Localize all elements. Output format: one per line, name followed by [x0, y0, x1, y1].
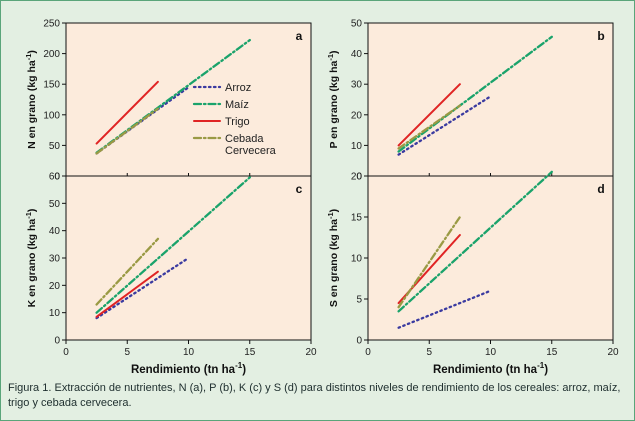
legend: Arroz Maíz Trigo Cebada Cervecera [192, 82, 277, 157]
x-tick-label-d: 20 [607, 347, 619, 358]
series-line-maiz-b [397, 35, 553, 153]
y-tick-label-d: 20 [351, 172, 363, 183]
y-tick-label-c: 0 [54, 336, 60, 347]
y-axis-label-d: S en grano (kg ha-1) [326, 209, 340, 307]
series-line-maiz-c [95, 176, 251, 314]
y-axis-label-a: N en grano (kg ha-1) [24, 50, 38, 149]
x-tick-label-c: 10 [183, 347, 195, 358]
y-axis-label-close: ) [26, 50, 38, 54]
y-tick-label-c: 20 [49, 281, 61, 292]
legend-label-line: Trigo [225, 116, 250, 128]
y-tick-label-c: 40 [49, 226, 61, 237]
y-axis-label-text: S en grano (kg ha [328, 219, 340, 307]
x-axis-label-sup: -1 [537, 361, 545, 370]
panel-a: 0 50 100 150 200 250 N en grano (kg ha-1) a [24, 19, 312, 183]
y-tick-label-a: 200 [43, 49, 60, 60]
series-line-cebada-cervecera-d [397, 215, 462, 309]
y-axis-label-close: ) [26, 209, 38, 213]
y-tick-label-d: 5 [356, 295, 362, 306]
y-tick-label-b: 50 [351, 19, 363, 30]
y-axis-label-text: P en grano (kg ha [328, 60, 340, 148]
y-tick-label-d: 15 [351, 213, 363, 224]
caption-text: Extracción de nutrientes, N (a), P (b), … [8, 382, 621, 409]
y-axis-label-sup: -1 [24, 54, 33, 61]
y-axis-label-text: N en grano (kg ha [26, 60, 38, 149]
legend-label: Trigo [225, 116, 250, 128]
y-tick-label-a: 50 [49, 141, 61, 152]
series-line-arroz-d [397, 289, 492, 329]
y-tick-label-a: 100 [43, 110, 60, 121]
series-line-trigo-a [95, 80, 159, 145]
y-tick-label-a: 250 [43, 19, 60, 30]
legend-label: Arroz [225, 82, 251, 94]
x-axis-label-text: Rendimiento (tn ha [131, 364, 236, 376]
series-line-cebada-cervecera-a [95, 107, 160, 155]
panel-letter-d: d [597, 182, 604, 196]
series-line-maiz-d [397, 170, 553, 313]
y-tick-label-b: 20 [351, 110, 363, 121]
x-axis-label-c: Rendimiento (tn ha-1) [131, 361, 246, 376]
series-line-arroz-b [397, 95, 492, 156]
y-tick-label-c: 10 [49, 308, 61, 319]
legend-label-line: Cebada [225, 133, 264, 145]
x-axis-label-sup: -1 [235, 361, 243, 370]
x-axis-label-close: ) [544, 364, 548, 376]
y-tick-label-c: 50 [49, 199, 61, 210]
x-axis-label-close: ) [242, 364, 246, 376]
y-tick-label-b: 10 [351, 141, 363, 152]
x-tick-label-c: 20 [305, 347, 317, 358]
legend-label-line: Arroz [225, 82, 251, 94]
x-tick-label-d: 5 [426, 347, 432, 358]
x-tick-label-c: 5 [124, 347, 130, 358]
series-line-cebada-cervecera-c [95, 237, 160, 306]
y-axis-label-sup: -1 [326, 212, 335, 219]
caption-label: Figura 1. [8, 382, 52, 394]
legend-label: Cebada Cervecera [225, 133, 277, 157]
legend-label-line: Cervecera [225, 145, 277, 157]
series-line-cebada-cervecera-b [397, 104, 462, 150]
y-axis-label-b: P en grano (kg ha-1) [326, 50, 340, 148]
x-axis-label-text: Rendimiento (tn ha [433, 364, 538, 376]
y-axis-label-sup: -1 [326, 54, 335, 61]
y-tick-label-d: 0 [356, 336, 362, 347]
y-tick-label-c: 30 [49, 254, 61, 265]
x-tick-label-c: 0 [63, 347, 69, 358]
panel-letter-b: b [597, 29, 604, 43]
x-axis-label-d: Rendimiento (tn ha-1) [433, 361, 548, 376]
legend-label-line: Maíz [225, 99, 249, 111]
figure-caption: Figura 1. Extracción de nutrientes, N (a… [8, 381, 628, 411]
y-tick-label-b: 0 [356, 172, 362, 183]
y-axis-label-c: K en grano (kg ha-1) [24, 209, 38, 308]
plot-area-a [65, 22, 312, 177]
legend-label: Maíz [225, 99, 249, 111]
y-axis-label-text: K en grano (kg ha [26, 219, 38, 308]
y-tick-label-b: 40 [351, 49, 363, 60]
panel-letter-a: a [296, 29, 303, 43]
y-axis-label-close: ) [328, 209, 340, 213]
y-tick-label-c: 60 [49, 172, 61, 183]
series-line-trigo-c [95, 270, 159, 318]
y-tick-label-b: 30 [351, 80, 363, 91]
y-axis-label-close: ) [328, 50, 340, 54]
panel-b: 0 10 20 30 40 50 P en grano (kg ha-1) b [326, 19, 614, 183]
x-tick-label-d: 15 [546, 347, 558, 358]
series-line-arroz-c [95, 256, 190, 320]
y-tick-label-a: 150 [43, 80, 60, 91]
y-axis-label-sup: -1 [24, 212, 33, 219]
x-tick-label-d: 0 [365, 347, 371, 358]
series-line-trigo-b [397, 83, 461, 147]
x-tick-label-d: 10 [485, 347, 497, 358]
plot-area-b [367, 22, 614, 177]
x-tick-label-c: 15 [244, 347, 256, 358]
panel-letter-c: c [296, 182, 303, 196]
y-tick-label-d: 10 [351, 254, 363, 265]
y-tick-label-a: 0 [54, 172, 60, 183]
plot-area-d [367, 175, 614, 341]
